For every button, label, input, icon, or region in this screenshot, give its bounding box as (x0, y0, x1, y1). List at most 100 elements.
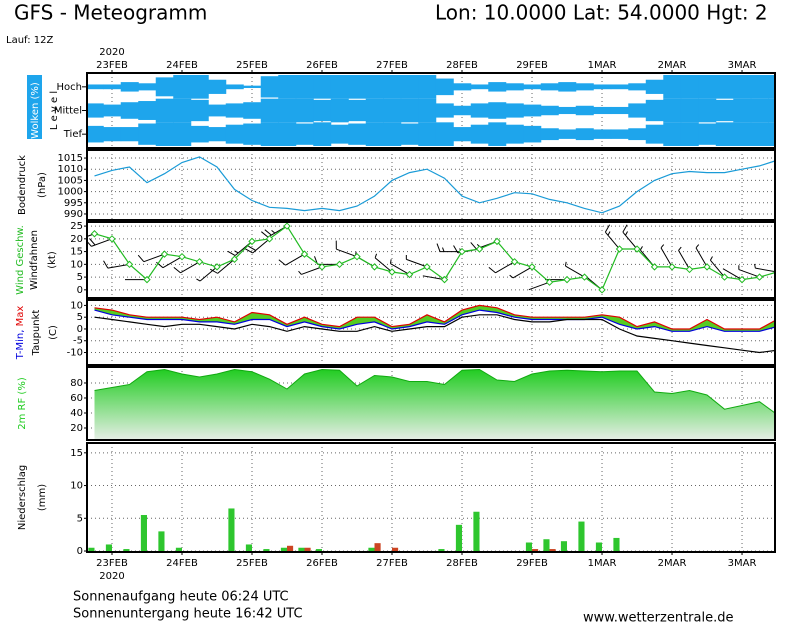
cloud-cell (243, 123, 262, 145)
cloud-cell (278, 75, 297, 99)
cloud-cell (243, 85, 262, 89)
x-tick-label: 3MAR (728, 558, 757, 569)
cloud-cell (400, 75, 419, 99)
marker (755, 273, 764, 281)
y-tick-label: 990 (64, 209, 83, 220)
marker (563, 275, 571, 284)
cloud-cell (173, 122, 192, 146)
cloud-cell (295, 98, 314, 123)
y-tick-label: 40 (70, 408, 83, 419)
precip-bar (88, 547, 95, 552)
cloud-cell (750, 75, 769, 99)
cloud-cell (488, 102, 507, 119)
cloud-cell (260, 76, 279, 98)
run: Lauf: 12Z (6, 35, 53, 46)
axis-label-part: (kt) (47, 251, 58, 269)
marker (510, 258, 519, 266)
cloud-cell (593, 106, 612, 115)
y-tick-label: 1000 (58, 187, 83, 198)
cloud-cell (470, 103, 489, 118)
precip-bar (549, 549, 556, 552)
y-tick-label: 20 (70, 234, 83, 245)
cloud-cell (120, 102, 139, 119)
cloud-cell (138, 83, 157, 91)
cloud-cell (190, 75, 209, 99)
precip-bar (543, 539, 550, 552)
cloud-cell (575, 128, 594, 141)
cloud-cell (103, 127, 122, 142)
sunset: Sonnenuntergang heute 16:42 UTC (73, 607, 303, 622)
marker (703, 263, 711, 271)
cloud-cell (558, 82, 577, 92)
wind-barb (695, 244, 708, 268)
cloud-cell (505, 124, 524, 144)
cloud-cell (225, 124, 244, 144)
x-tick-label: 25FEB (236, 558, 268, 569)
cloud-cell (330, 75, 349, 99)
cloud-cell (87, 103, 104, 118)
wind-barb (422, 275, 445, 281)
panel (87, 150, 775, 220)
marker (545, 278, 554, 286)
wind-barb (709, 256, 725, 278)
panel-frame (86, 442, 776, 553)
panel (87, 222, 775, 298)
cloud-cell (680, 98, 699, 123)
wind-barb (389, 259, 410, 275)
cloud-cell (435, 103, 454, 118)
wind-barb (604, 224, 620, 250)
y-tick-label: 5 (77, 312, 83, 323)
y-tick-label: 20 (70, 423, 83, 434)
marker (283, 222, 291, 230)
y-tick-label: 0 (77, 546, 83, 557)
cloud-cell (505, 83, 524, 91)
cloud-cell (523, 125, 542, 143)
precip-bar (298, 547, 305, 552)
cloud-cell (243, 102, 262, 119)
cloud-cell (505, 103, 524, 118)
cloud-cell (365, 75, 384, 99)
y-tick-label: 5 (77, 513, 83, 524)
y-tick-label: -10 (67, 348, 83, 359)
cloud-cell (488, 122, 507, 146)
marker (440, 275, 449, 284)
y-tick-label: 10 (70, 259, 83, 270)
marker (458, 247, 466, 256)
y-tick-label: 1010 (58, 164, 83, 175)
rh-line (94, 368, 775, 414)
cloud-cell (645, 124, 664, 144)
cloud-cell (208, 79, 227, 94)
marker (370, 263, 379, 271)
cloud-cell (225, 103, 244, 118)
cloud-cell (610, 106, 629, 115)
precip-bar (374, 543, 381, 552)
cloud-cell (453, 83, 472, 91)
cloud-cell (540, 105, 559, 116)
cloud-cell (173, 98, 192, 123)
cloud-cell (575, 105, 594, 116)
marker (335, 260, 344, 269)
precip-bar (525, 542, 533, 552)
cloud-cell (295, 75, 314, 99)
precip-bar (438, 549, 445, 552)
cloud-cell (155, 98, 174, 123)
marker (195, 258, 204, 266)
wind-barb (335, 240, 358, 258)
cloud-cell (523, 104, 542, 117)
axis-label: Bodendruck (17, 155, 28, 215)
x-tick-label: 3MAR (728, 60, 757, 71)
wind-barb (509, 266, 533, 279)
cloud-cell (680, 122, 699, 146)
wind-barb (137, 253, 165, 263)
cloud-cell (750, 98, 769, 123)
cloud-cell (663, 122, 682, 146)
y-tick-label: 25 (70, 221, 83, 232)
axis-label: (hPa) (37, 172, 48, 198)
series-line (94, 309, 775, 332)
axis-label: Windfahnen (29, 230, 40, 290)
x-tick-label: 1MAR (588, 60, 617, 71)
x-tick-label: 28FEB (446, 558, 478, 569)
marker (720, 273, 729, 281)
y-tick-label: 0 (77, 324, 83, 335)
